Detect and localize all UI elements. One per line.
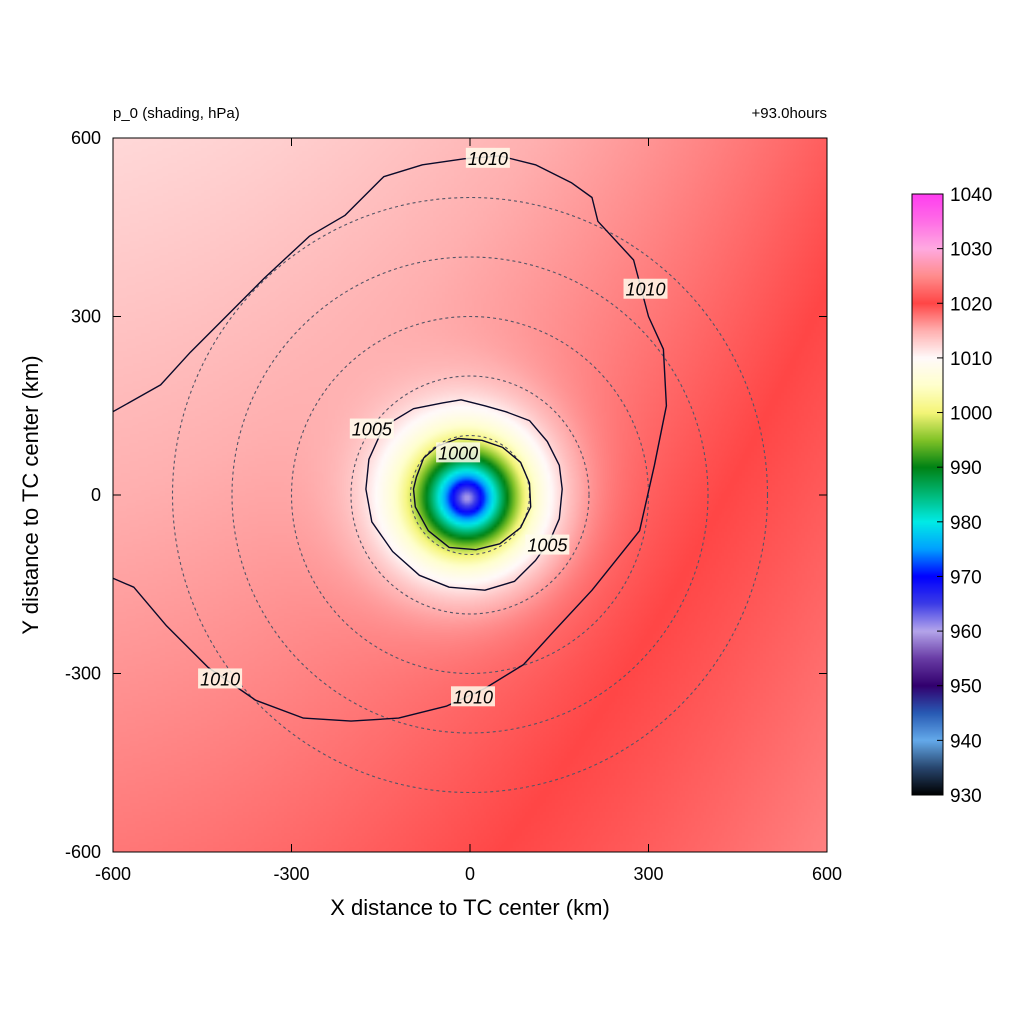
contour-lines: 1000 1005 1005 1010 1010 1010 1010: [113, 147, 668, 722]
x-axis-label: X distance to TC center (km): [330, 895, 610, 920]
x-tick-label: 300: [633, 864, 663, 884]
contour-label-bg: [450, 686, 495, 707]
radius-ring: [231, 256, 709, 734]
contour-label-bg: [198, 668, 243, 689]
colorbar-tick-label: 960: [950, 622, 982, 643]
colorbar-gradient: [912, 194, 943, 795]
y-tick-label: -600: [65, 842, 101, 862]
colorbar-frame: [911, 193, 944, 796]
contour-label-bg: [349, 418, 394, 439]
colorbar-tick-label: 950: [950, 677, 982, 698]
contour-label: 1005: [527, 536, 568, 556]
pressure-shading: [113, 138, 827, 852]
contour-label: 1010: [453, 687, 493, 707]
contour-1010: [113, 155, 668, 722]
colorbar-tick-label: 970: [950, 567, 982, 588]
contour-1005: [365, 399, 563, 591]
colorbar-tick-label: 1010: [950, 349, 992, 370]
colorbar-tick-label: 1000: [950, 404, 992, 425]
contour-label: 1000: [438, 443, 478, 463]
contour-label-bg: [525, 534, 570, 555]
y-tick-label: 600: [71, 128, 101, 148]
x-tick-label: -300: [273, 864, 309, 884]
plot-area: 1000 1005 1005 1010 1010 1010 1010: [113, 138, 827, 852]
colorbar-tick-label: 1040: [950, 185, 992, 206]
y-axis-label: Y distance to TC center (km): [18, 355, 43, 634]
x-tick-label: 0: [465, 864, 475, 884]
contour-label: 1005: [352, 420, 393, 440]
colorbar-tick-label: 930: [950, 786, 982, 807]
colorbar-tick-label: 980: [950, 513, 982, 534]
colorbar-tick-label: 990: [950, 458, 982, 479]
x-tick-label: 600: [812, 864, 842, 884]
radius-ring: [171, 196, 769, 794]
contour-1000: [412, 437, 532, 551]
radius-ring: [290, 315, 650, 675]
colorbar-ticks: 930 940 950 960 970 980 990 1000 1010 1020 1030 104…: [937, 185, 992, 807]
colorbar-tick-label: 1030: [950, 240, 992, 261]
radius-ring: [350, 375, 590, 615]
title-left: p_0 (shading, hPa): [113, 105, 240, 122]
y-tick-label: 0: [91, 485, 101, 505]
y-axis-ticks: -600 -300 0 300 600: [65, 128, 827, 862]
y-tick-label: -300: [65, 664, 101, 684]
colorbar-tick-label: 1020: [950, 294, 992, 315]
contour-label: 1010: [468, 149, 508, 169]
colorbar: 930 940 950 960 970 980 990 1000 1010 1020 1030 104…: [911, 185, 992, 807]
y-tick-label: 300: [71, 307, 101, 327]
contour-label-bg: [436, 442, 481, 463]
contour-label-bg: [465, 147, 510, 168]
x-tick-label: -600: [95, 864, 131, 884]
colorbar-tick-label: 940: [950, 731, 982, 752]
contour-label: 1010: [626, 280, 666, 300]
x-axis-ticks: -600 -300 0 300 600: [95, 138, 842, 884]
contour-label-bg: [623, 278, 668, 299]
contour-label: 1010: [200, 669, 240, 689]
title-right: +93.0hours: [752, 105, 827, 122]
